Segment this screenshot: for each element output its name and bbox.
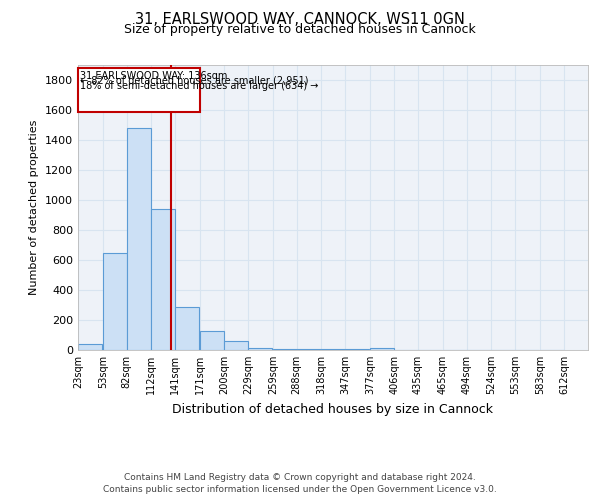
Bar	[127, 128, 151, 350]
FancyBboxPatch shape	[78, 68, 200, 112]
Text: Contains public sector information licensed under the Open Government Licence v3: Contains public sector information licen…	[103, 485, 497, 494]
Bar	[248, 348, 272, 350]
Bar	[200, 330, 224, 350]
Bar	[370, 348, 394, 350]
Text: 31, EARLSWOOD WAY, CANNOCK, WS11 0GN: 31, EARLSWOOD WAY, CANNOCK, WS11 0GN	[135, 12, 465, 28]
Bar	[346, 349, 370, 350]
Bar	[322, 349, 346, 350]
Bar	[273, 349, 296, 350]
Bar	[78, 344, 102, 350]
Text: 18% of semi-detached houses are larger (634) →: 18% of semi-detached houses are larger (…	[80, 81, 319, 91]
Bar	[224, 341, 248, 350]
Bar	[296, 349, 320, 350]
Bar	[151, 209, 175, 350]
Text: ← 82% of detached houses are smaller (2,951): ← 82% of detached houses are smaller (2,…	[80, 76, 309, 86]
Bar	[175, 306, 199, 350]
Y-axis label: Number of detached properties: Number of detached properties	[29, 120, 40, 295]
X-axis label: Distribution of detached houses by size in Cannock: Distribution of detached houses by size …	[173, 402, 493, 415]
Bar	[103, 252, 127, 350]
Text: Size of property relative to detached houses in Cannock: Size of property relative to detached ho…	[124, 22, 476, 36]
Text: 31 EARLSWOOD WAY: 136sqm: 31 EARLSWOOD WAY: 136sqm	[80, 70, 228, 81]
Text: Contains HM Land Registry data © Crown copyright and database right 2024.: Contains HM Land Registry data © Crown c…	[124, 472, 476, 482]
